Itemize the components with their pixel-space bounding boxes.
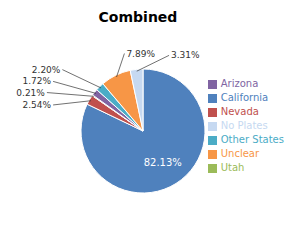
svg-text:3.31%: 3.31%: [171, 50, 200, 60]
svg-text:82.13%: 82.13%: [144, 157, 182, 168]
html-text:California: California: [220, 92, 269, 103]
html-text:No Plates: No Plates: [220, 120, 268, 131]
html-text:Unclear: Unclear: [220, 148, 260, 159]
svg-text:7.89%: 7.89%: [126, 49, 155, 59]
svg-text:2.20%: 2.20%: [32, 65, 61, 75]
svg-text:2.54%: 2.54%: [23, 100, 52, 110]
html-text:Arizona: Arizona: [220, 78, 259, 89]
html-text:Combined: Combined: [98, 9, 178, 25]
html-text:Nevada: Nevada: [220, 106, 259, 117]
html-text:Other States: Other States: [220, 134, 284, 145]
svg-text:0.21%: 0.21%: [16, 88, 45, 98]
svg-text:1.72%: 1.72%: [23, 76, 52, 86]
html-text:Utah: Utah: [220, 162, 245, 173]
